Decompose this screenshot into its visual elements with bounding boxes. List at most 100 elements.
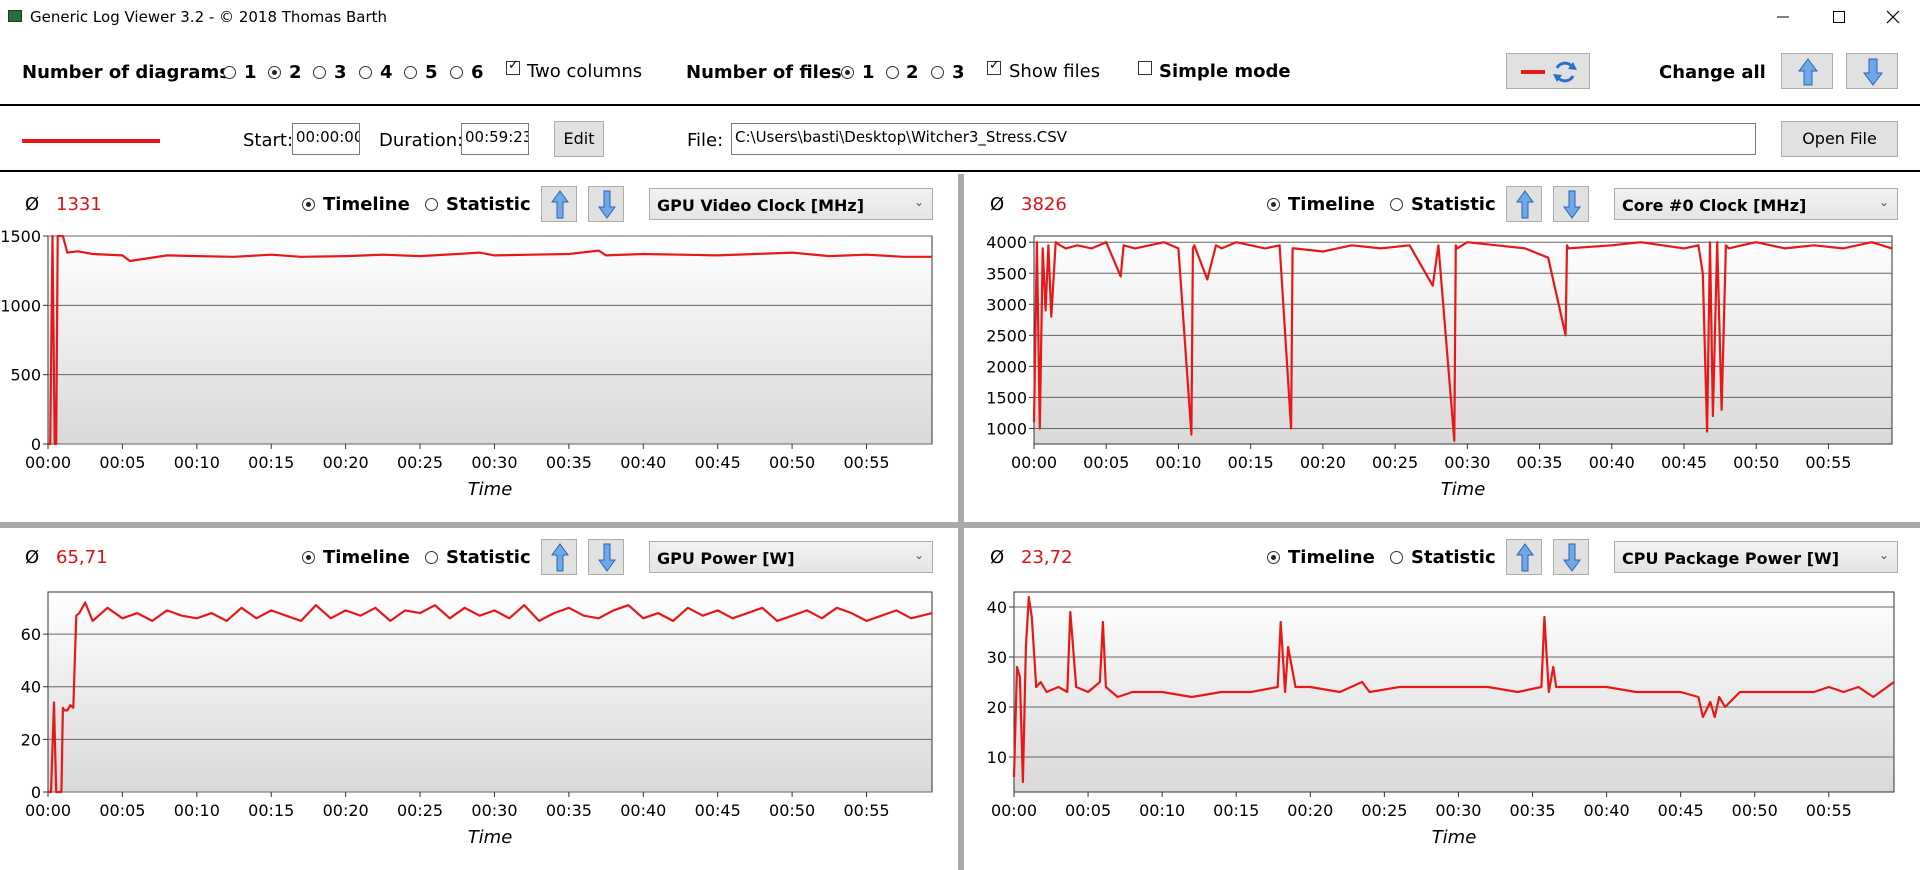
diagram-radio-2[interactable] xyxy=(268,66,281,79)
average-value: 65,71 xyxy=(56,547,108,568)
sensor-dropdown[interactable]: GPU Video Clock [MHz] ⌄ xyxy=(649,188,933,220)
sensor-dropdown[interactable]: GPU Power [W] ⌄ xyxy=(649,541,933,573)
sensor-dropdown-value: Core #0 Clock [MHz] xyxy=(1622,196,1807,215)
edit-button[interactable]: Edit xyxy=(554,121,604,157)
diagram-radio-5[interactable] xyxy=(404,66,417,79)
average-value: 23,72 xyxy=(1021,547,1073,568)
move-down-button[interactable] xyxy=(1553,186,1589,222)
series-line xyxy=(48,601,933,794)
move-up-button[interactable] xyxy=(541,186,577,222)
diagram-radio-label-6: 6 xyxy=(471,62,484,83)
x-tick-label: 00:50 xyxy=(769,453,815,472)
simple-mode-checkbox[interactable] xyxy=(1138,61,1152,75)
y-tick-label: 4000 xyxy=(986,233,1027,252)
statistic-radio[interactable] xyxy=(1390,198,1403,211)
x-tick-label: 00:15 xyxy=(248,453,294,472)
diagram-radio-label-1: 1 xyxy=(244,62,257,83)
file-label: File: xyxy=(687,130,724,151)
y-tick-label: 0 xyxy=(31,783,41,802)
average-symbol: Ø xyxy=(25,547,40,568)
y-tick-label: 1500 xyxy=(986,388,1027,407)
timeline-radio[interactable] xyxy=(302,198,315,211)
move-down-button[interactable] xyxy=(588,186,624,222)
arrow-up-icon xyxy=(1516,543,1534,572)
arrow-up-icon xyxy=(551,190,569,219)
timeline-label: Timeline xyxy=(323,194,410,215)
average-value: 3826 xyxy=(1021,194,1067,215)
x-tick-label: 00:35 xyxy=(546,453,592,472)
maximize-button[interactable] xyxy=(1816,4,1862,30)
statistic-radio[interactable] xyxy=(1390,551,1403,564)
x-tick-label: 00:05 xyxy=(99,801,145,820)
file-path-input[interactable]: C:\Users\basti\Desktop\Witcher3_Stress.C… xyxy=(731,123,1756,155)
x-tick-label: 00:35 xyxy=(1517,453,1563,472)
window-title: Generic Log Viewer 3.2 - © 2018 Thomas B… xyxy=(30,8,388,26)
diagram-radio-6[interactable] xyxy=(450,66,463,79)
change-all-up-button[interactable] xyxy=(1781,53,1833,89)
start-input[interactable]: 00:00:00 xyxy=(292,123,360,155)
statistic-radio[interactable] xyxy=(425,198,438,211)
move-up-button[interactable] xyxy=(1506,186,1542,222)
arrow-up-icon xyxy=(1516,190,1534,219)
file-radio-2[interactable] xyxy=(886,66,899,79)
move-down-button[interactable] xyxy=(588,539,624,575)
x-tick-label: 00:35 xyxy=(546,801,592,820)
x-tick-label: 00:50 xyxy=(1732,801,1778,820)
maximize-icon xyxy=(1833,11,1845,23)
file-radio-3[interactable] xyxy=(931,66,944,79)
file-radio-1[interactable] xyxy=(841,66,854,79)
timeline-radio[interactable] xyxy=(302,551,315,564)
duration-label: Duration: xyxy=(379,130,464,151)
file-radio-label-3: 3 xyxy=(952,62,965,83)
sensor-dropdown[interactable]: CPU Package Power [W] ⌄ xyxy=(1614,541,1898,573)
y-tick-label: 1000 xyxy=(986,419,1027,438)
diagram-radio-label-4: 4 xyxy=(380,62,393,83)
chevron-down-icon: ⌄ xyxy=(913,548,924,562)
x-tick-label: 00:20 xyxy=(1287,801,1333,820)
y-tick-label: 2500 xyxy=(986,326,1027,345)
timeline-radio[interactable] xyxy=(1267,198,1280,211)
x-tick-label: 00:25 xyxy=(1372,453,1418,472)
open-file-button[interactable]: Open File xyxy=(1781,121,1898,157)
x-tick-label: 00:15 xyxy=(248,801,294,820)
statistic-label: Statistic xyxy=(1411,194,1496,215)
timeline-radio[interactable] xyxy=(1267,551,1280,564)
diagram-radio-3[interactable] xyxy=(313,66,326,79)
x-tick-label: 00:00 xyxy=(991,801,1037,820)
chevron-down-icon: ⌄ xyxy=(1878,195,1889,209)
x-axis-title: Time xyxy=(468,827,513,848)
two-columns-checkbox[interactable] xyxy=(506,58,520,75)
sensor-dropdown[interactable]: Core #0 Clock [MHz] ⌄ xyxy=(1614,188,1898,220)
y-tick-label: 3500 xyxy=(986,264,1027,283)
duration-input[interactable]: 00:59:23 xyxy=(461,123,529,155)
move-down-button[interactable] xyxy=(1553,539,1589,575)
file-line-color-swatch[interactable] xyxy=(22,138,162,144)
diagram-radio-1[interactable] xyxy=(223,66,236,79)
diagram-radio-4[interactable] xyxy=(359,66,372,79)
x-tick-label: 00:30 xyxy=(1435,801,1481,820)
sensor-dropdown-value: CPU Package Power [W] xyxy=(1622,549,1840,568)
timeline-label: Timeline xyxy=(323,547,410,568)
number-of-files-label: Number of files xyxy=(686,62,842,83)
move-up-button[interactable] xyxy=(541,539,577,575)
arrow-down-icon xyxy=(1563,543,1581,572)
arrow-up-icon xyxy=(551,543,569,572)
statistic-radio[interactable] xyxy=(425,551,438,564)
y-tick-label: 60 xyxy=(21,625,41,644)
change-all-down-button[interactable] xyxy=(1846,53,1898,89)
title-bar: Generic Log Viewer 3.2 - © 2018 Thomas B… xyxy=(0,0,1920,34)
y-tick-label: 500 xyxy=(10,366,41,385)
statistic-label: Statistic xyxy=(446,194,531,215)
horizontal-splitter[interactable] xyxy=(0,522,1920,528)
close-button[interactable] xyxy=(1870,4,1916,30)
diagram-radio-label-5: 5 xyxy=(425,62,438,83)
swap-colors-button[interactable] xyxy=(1506,53,1590,89)
simple-mode-label: Simple mode xyxy=(1159,61,1291,82)
show-files-checkbox[interactable] xyxy=(987,58,1001,75)
statistic-label: Statistic xyxy=(446,547,531,568)
average-symbol: Ø xyxy=(25,194,40,215)
x-tick-label: 00:55 xyxy=(1806,801,1852,820)
x-tick-label: 00:10 xyxy=(174,801,220,820)
minimize-button[interactable] xyxy=(1760,4,1806,30)
move-up-button[interactable] xyxy=(1506,539,1542,575)
